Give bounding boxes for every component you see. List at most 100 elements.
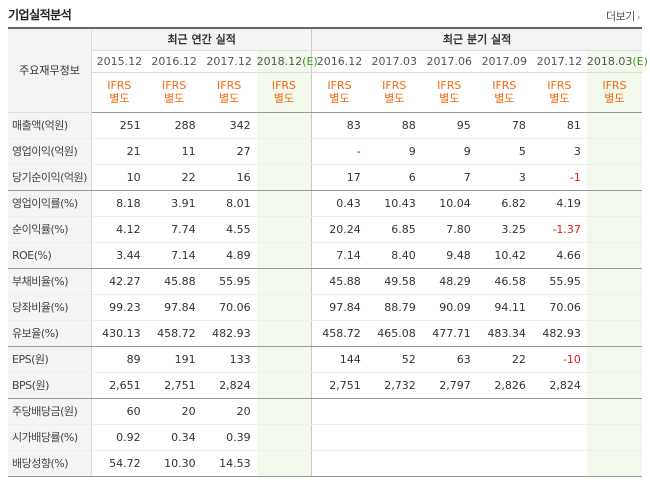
table-cell: 482.93 bbox=[531, 320, 587, 347]
table-cell: 4.19 bbox=[531, 190, 587, 217]
row-label: BPS(원) bbox=[8, 372, 93, 399]
table-cell bbox=[311, 450, 367, 477]
annual-period-header: 2015.12 bbox=[91, 50, 147, 73]
ifrs-label: IFRS 별도 bbox=[586, 72, 642, 113]
ifrs-label: IFRS 별도 bbox=[201, 72, 257, 113]
period-label: 2017.06 bbox=[426, 54, 473, 68]
table-cell: 2,797 bbox=[421, 372, 477, 399]
table-cell: 55.95 bbox=[201, 268, 257, 295]
table-cell: 95 bbox=[421, 112, 477, 139]
ifrs-label: IFRS 별도 bbox=[531, 72, 587, 113]
table-cell bbox=[586, 112, 642, 139]
table-cell bbox=[531, 398, 587, 425]
table-cell: 70.06 bbox=[201, 294, 257, 321]
table-cell: 27 bbox=[201, 138, 257, 165]
table-cell bbox=[586, 190, 642, 217]
table-cell: 8.01 bbox=[201, 190, 257, 217]
row-label: 시가배당률(%) bbox=[8, 424, 93, 451]
table-cell: 3 bbox=[531, 138, 587, 165]
table-cell: 10.42 bbox=[476, 242, 532, 269]
table-cell: 60 bbox=[91, 398, 147, 425]
table-cell bbox=[256, 424, 312, 451]
period-label: 2016.12 bbox=[151, 54, 197, 68]
table-cell: 3.25 bbox=[476, 216, 532, 243]
quarter-period-header: 2017.06 bbox=[421, 50, 477, 73]
table-cell: 251 bbox=[91, 112, 147, 139]
table-cell: 0.43 bbox=[311, 190, 367, 217]
ifrs-label: IFRS 별도 bbox=[476, 72, 532, 113]
table-cell: 88 bbox=[366, 112, 422, 139]
table-cell: -10 bbox=[531, 346, 587, 373]
table-cell: 70.06 bbox=[531, 294, 587, 321]
table-cell: 483.34 bbox=[476, 320, 532, 347]
table-cell: 52 bbox=[366, 346, 422, 373]
table-cell bbox=[586, 450, 642, 477]
table-cell bbox=[311, 424, 367, 451]
quarter-period-header: 2017.09 bbox=[476, 50, 532, 73]
table-cell: 3.44 bbox=[91, 242, 147, 269]
table-cell: 288 bbox=[146, 112, 202, 139]
table-cell: 46.58 bbox=[476, 268, 532, 295]
table-cell: 0.39 bbox=[201, 424, 257, 451]
chevron-right-icon: › bbox=[636, 13, 641, 23]
table-cell bbox=[256, 138, 312, 165]
table-cell: -1.37 bbox=[531, 216, 587, 243]
more-link[interactable]: 더보기 › bbox=[606, 8, 641, 24]
table-row: 순이익률(%) 4.12 7.74 4.55 20.24 6.85 7.80 3.25 -1.3… bbox=[8, 216, 642, 243]
row-label: 순이익률(%) bbox=[8, 216, 93, 243]
table-cell: 94.11 bbox=[476, 294, 532, 321]
table-cell: 55.95 bbox=[531, 268, 587, 295]
table-cell: 45.88 bbox=[146, 268, 202, 295]
table-cell: 97.84 bbox=[146, 294, 202, 321]
table-cell bbox=[586, 398, 642, 425]
quarter-period-header: 2016.12 bbox=[311, 50, 367, 73]
quarter-group-header: 최근 분기 실적 bbox=[311, 27, 642, 51]
table-cell: 7.14 bbox=[146, 242, 202, 269]
table-cell bbox=[366, 398, 422, 425]
table-cell: 45.88 bbox=[311, 268, 367, 295]
table-cell: 99.23 bbox=[91, 294, 147, 321]
estimate-mark: (E) bbox=[632, 54, 648, 68]
table-cell bbox=[586, 294, 642, 321]
table-cell bbox=[366, 450, 422, 477]
table-cell: 465.08 bbox=[366, 320, 422, 347]
table-cell bbox=[476, 424, 532, 451]
table-cell: 22 bbox=[476, 346, 532, 373]
annual-group-header: 최근 연간 실적 bbox=[91, 27, 312, 51]
group-header-row: 주요재무정보 최근 연간 실적 최근 분기 실적 bbox=[8, 27, 642, 113]
row-label: 주당배당금(원) bbox=[8, 398, 93, 425]
table-cell bbox=[586, 320, 642, 347]
period-label: 2018.12 bbox=[256, 54, 303, 68]
row-label: 유보율(%) bbox=[8, 320, 93, 347]
table-cell: 63 bbox=[421, 346, 477, 373]
table-cell: 6.85 bbox=[366, 216, 422, 243]
table-cell bbox=[586, 164, 642, 191]
table-cell bbox=[366, 424, 422, 451]
table-cell: 83 bbox=[311, 112, 367, 139]
table-row: 부채비율(%) 42.27 45.88 55.95 45.88 49.58 48.29 46.… bbox=[8, 268, 642, 295]
table-cell: 20 bbox=[201, 398, 257, 425]
table-cell bbox=[421, 450, 477, 477]
row-label: 영업이익률(%) bbox=[8, 190, 93, 217]
table-cell bbox=[256, 294, 312, 321]
annual-period-header: 2018.12(E) bbox=[256, 50, 318, 73]
table-cell: 54.72 bbox=[91, 450, 147, 477]
table-cell: 482.93 bbox=[201, 320, 257, 347]
table-cell: 78 bbox=[476, 112, 532, 139]
ifrs-label: IFRS 별도 bbox=[256, 72, 312, 113]
table-cell: 2,732 bbox=[366, 372, 422, 399]
ifrs-header-row: IFRS 별도 IFRS 별도 IFRS 별도 IFRS 별도 IFRS 별도 IFRS 별도 IFRS… bbox=[8, 72, 642, 113]
table-cell bbox=[586, 242, 642, 269]
table-cell: 458.72 bbox=[146, 320, 202, 347]
ifrs-label: IFRS 별도 bbox=[311, 72, 367, 113]
table-cell bbox=[476, 450, 532, 477]
financial-summary-table: 주요재무정보 최근 연간 실적 최근 분기 실적 2015.12 2016.12 2… bbox=[8, 27, 648, 477]
table-cell: 10.43 bbox=[366, 190, 422, 217]
table-row: 매출액(억원) 251 288 342 83 88 95 78 81 bbox=[8, 112, 642, 139]
period-label: 2018.03 bbox=[586, 54, 633, 68]
table-cell bbox=[586, 424, 642, 451]
table-cell: 9.48 bbox=[421, 242, 477, 269]
table-cell: 7 bbox=[421, 164, 477, 191]
table-cell: 4.12 bbox=[91, 216, 147, 243]
quarter-period-header: 2017.03 bbox=[366, 50, 422, 73]
